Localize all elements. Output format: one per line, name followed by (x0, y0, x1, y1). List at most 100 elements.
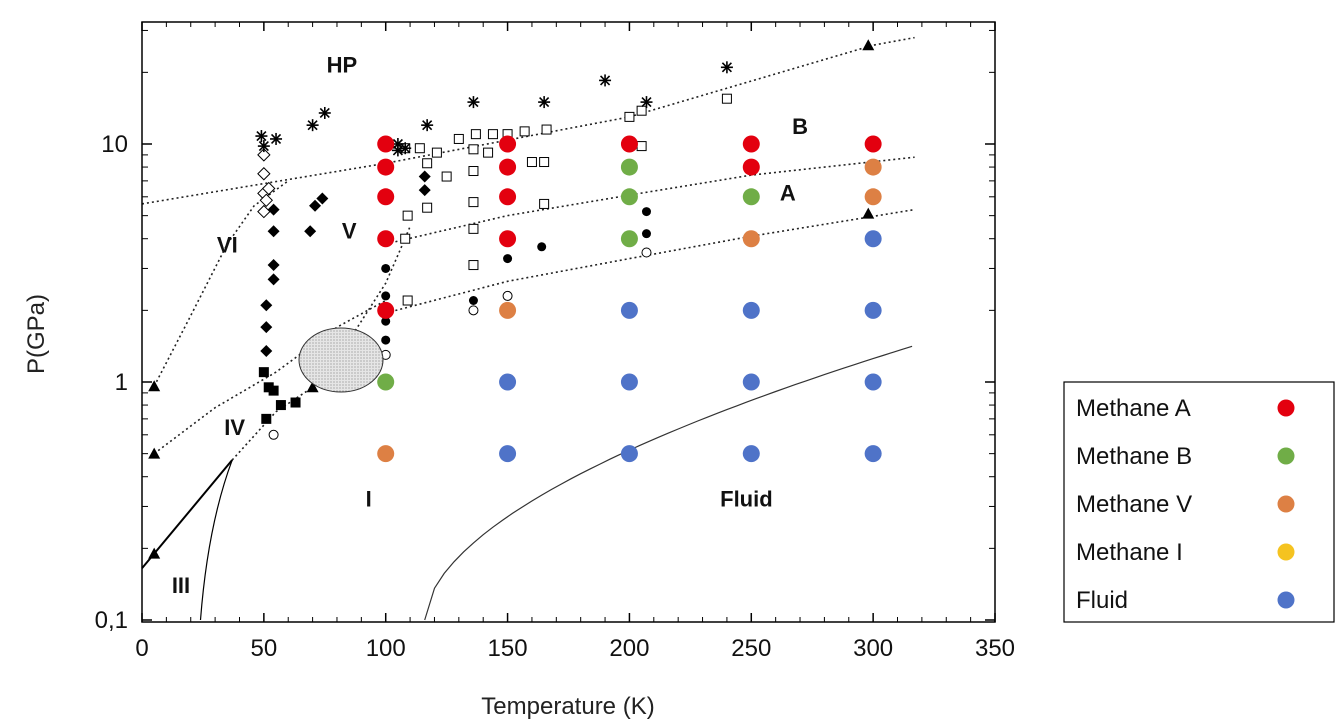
asterisk-stroke (539, 97, 550, 108)
y-axis-title: P(GPa) (23, 294, 50, 374)
asterisk-stroke (641, 97, 652, 108)
filled-square-marker (290, 397, 301, 408)
filled-diamond-marker (267, 225, 280, 238)
filled-circle-marker (468, 296, 478, 306)
asterisk-marker (538, 96, 551, 109)
filled-triangle-marker (148, 380, 161, 392)
data-point (499, 445, 517, 463)
data-point (864, 158, 882, 176)
filled-triangle-marker (148, 547, 161, 559)
data-point (620, 230, 638, 248)
open-square-marker (636, 105, 647, 116)
open-square-marker (468, 166, 479, 177)
open-square-marker (468, 223, 479, 234)
phase-III-I-boundary (199, 459, 233, 621)
x-tick-label: 0 (135, 635, 148, 662)
filled-diamond-marker (267, 273, 280, 286)
x-tick-label: 200 (609, 635, 649, 662)
plot-border (141, 21, 996, 623)
open-square-marker (468, 144, 479, 155)
data-point (377, 301, 395, 319)
asterisk-marker (467, 96, 480, 109)
legend-label: Methane I (1076, 539, 1183, 566)
open-square-marker (422, 158, 433, 169)
data-point (742, 188, 760, 206)
data-points (377, 135, 882, 463)
data-point (864, 373, 882, 391)
legend-label: Fluid (1076, 587, 1128, 614)
filled-square-marker (258, 367, 269, 378)
open-square-marker (453, 133, 464, 144)
data-point (499, 158, 517, 176)
stippled-region (298, 327, 384, 393)
data-point (377, 230, 395, 248)
filled-circle-marker (381, 316, 391, 326)
data-point (377, 445, 395, 463)
asterisk-stroke (422, 120, 433, 131)
phase-boundary-curve (153, 299, 387, 455)
data-point (864, 230, 882, 248)
open-diamond-marker (257, 167, 271, 181)
data-point (377, 188, 395, 206)
y-tick-label: 0,1 (95, 607, 128, 634)
region-label: Fluid (720, 486, 773, 511)
legend-box (1063, 381, 1335, 623)
legend-swatch (1277, 543, 1295, 561)
asterisk-marker (599, 74, 612, 87)
asterisk-stroke (270, 133, 282, 145)
filled-circle-marker (381, 335, 391, 345)
data-point (377, 135, 395, 153)
open-square-marker (624, 111, 635, 122)
open-circle-marker (641, 247, 652, 258)
region-label: A (780, 180, 796, 205)
data-point (377, 373, 395, 391)
data-point (742, 230, 760, 248)
data-point (620, 373, 638, 391)
data-point (742, 158, 760, 176)
legend-swatch (1277, 447, 1295, 465)
open-square-marker (431, 147, 442, 158)
data-point (499, 135, 517, 153)
open-square-marker (402, 210, 413, 221)
legend-label: Methane B (1076, 443, 1192, 470)
filled-diamond-marker (267, 259, 280, 272)
data-point (742, 445, 760, 463)
x-tick-label: 150 (488, 635, 528, 662)
open-square-marker (402, 295, 413, 306)
region-label: III (172, 573, 190, 598)
filled-diamond-marker (309, 199, 322, 212)
x-tick-label: 350 (975, 635, 1015, 662)
data-point (620, 445, 638, 463)
filled-circle-marker (381, 263, 391, 273)
phase-boundary-curve (231, 226, 411, 461)
asterisk-stroke (319, 107, 330, 119)
open-square-marker (539, 198, 550, 209)
data-point (864, 301, 882, 319)
open-square-marker (519, 126, 530, 137)
asterisk-stroke (468, 97, 479, 108)
axis-ticks: 0 50 100 150 200 250 300 350 0,1 1 10 (95, 22, 1015, 662)
open-square-marker (441, 171, 452, 182)
asterisk-marker (270, 132, 283, 145)
legend-swatch (1277, 591, 1295, 609)
filled-diamond-marker (260, 321, 273, 334)
filled-triangle-marker (148, 447, 161, 459)
data-point (620, 301, 638, 319)
filled-triangle-marker (306, 381, 319, 393)
legend-label: Methane V (1076, 491, 1192, 518)
x-tick-label: 300 (853, 635, 893, 662)
asterisk-marker (255, 130, 268, 143)
legend-swatch (1277, 495, 1295, 513)
data-point (864, 135, 882, 153)
legend-label: Methane A (1076, 395, 1191, 422)
data-point (864, 445, 882, 463)
region-label: VI (217, 233, 238, 258)
asterisk-stroke (400, 143, 411, 154)
open-square-marker (470, 129, 481, 140)
asterisk-marker (421, 119, 434, 132)
filled-diamond-marker (260, 299, 273, 312)
region-label: B (792, 114, 808, 139)
filled-diamond-marker (418, 170, 431, 183)
open-square-marker (422, 202, 433, 213)
